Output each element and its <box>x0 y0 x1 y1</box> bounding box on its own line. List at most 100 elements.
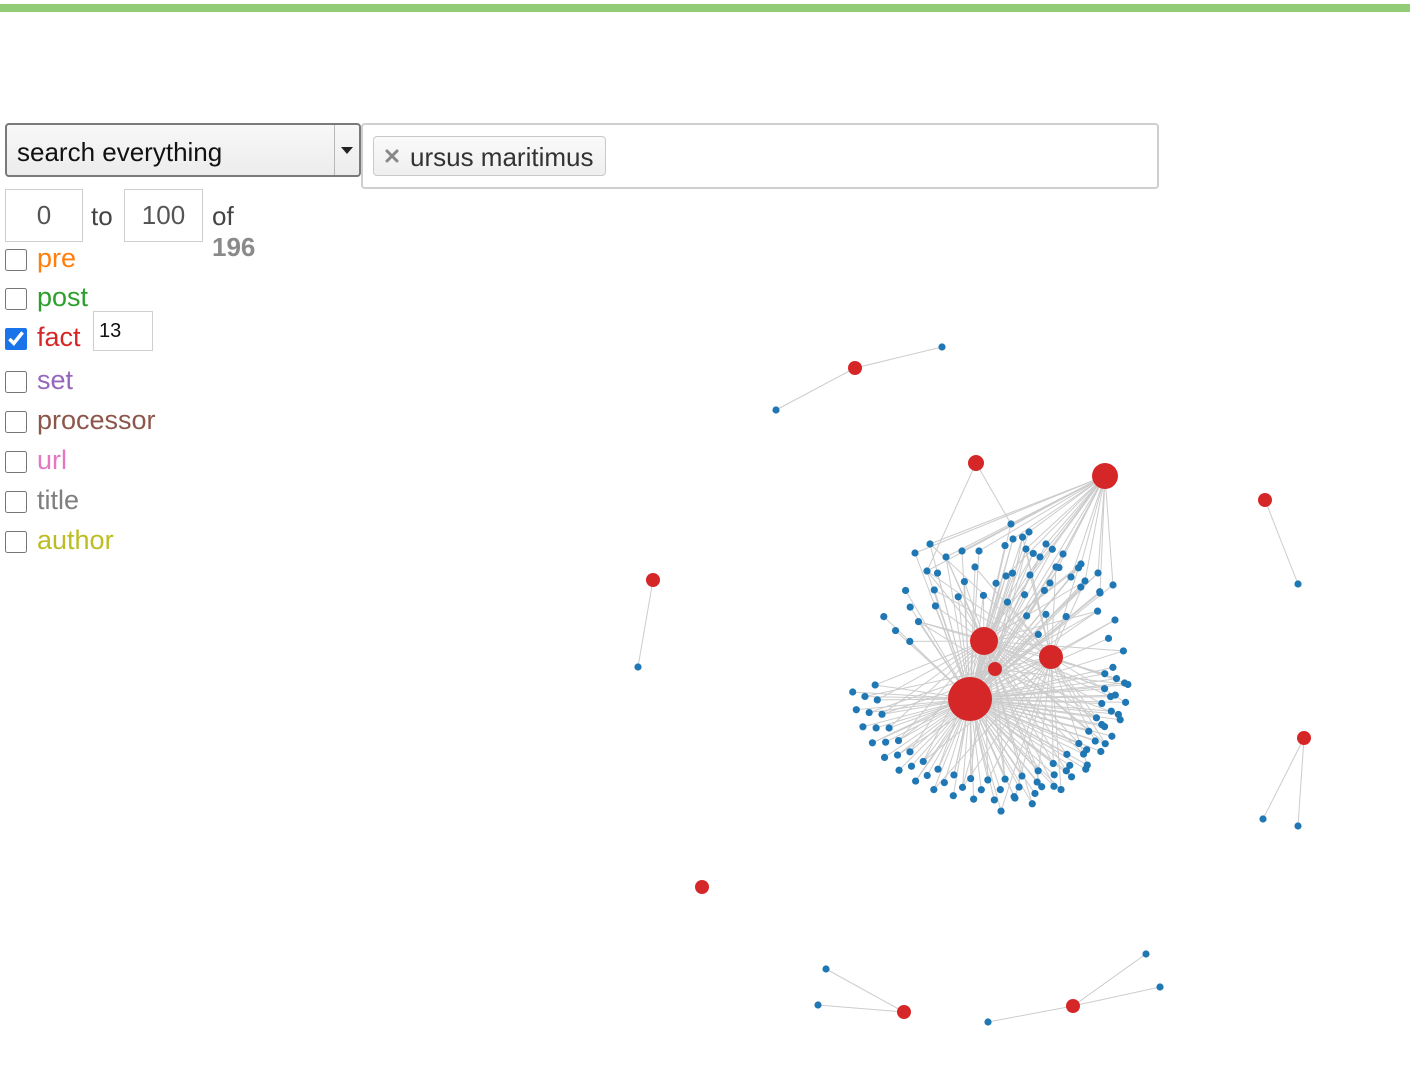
graph-node[interactable] <box>882 738 890 746</box>
graph-node[interactable] <box>931 602 940 610</box>
graph-node[interactable] <box>1142 950 1150 958</box>
graph-node[interactable] <box>872 724 880 732</box>
graph-node[interactable] <box>919 757 927 766</box>
graph-node[interactable] <box>772 406 780 414</box>
graph-node[interactable] <box>1077 560 1085 568</box>
graph-node[interactable] <box>1120 679 1129 687</box>
graph-node[interactable] <box>958 783 967 791</box>
graph-node[interactable] <box>1108 732 1116 740</box>
graph-node[interactable] <box>880 753 889 761</box>
graph-node-fact[interactable] <box>1039 645 1063 669</box>
graph-node[interactable] <box>1036 553 1044 561</box>
graph-node[interactable] <box>893 751 902 759</box>
graph-node[interactable] <box>984 1018 992 1026</box>
graph-node[interactable] <box>901 586 910 595</box>
graph-node-fact[interactable] <box>646 573 660 587</box>
graph-node[interactable] <box>934 765 942 773</box>
graph-node[interactable] <box>1001 775 1009 783</box>
graph-node[interactable] <box>996 786 1004 794</box>
graph-node[interactable] <box>814 1001 822 1009</box>
graph-node[interactable] <box>1119 647 1128 655</box>
filter-title-label[interactable]: title <box>37 485 80 515</box>
graph-node[interactable] <box>954 593 962 601</box>
graph-node[interactable] <box>1075 739 1083 748</box>
range-from-input[interactable] <box>5 189 83 242</box>
graph-node-fact[interactable] <box>848 361 862 375</box>
graph-node[interactable] <box>1066 761 1074 769</box>
graph-node[interactable] <box>1062 767 1070 775</box>
graph-node[interactable] <box>923 567 931 575</box>
graph-node[interactable] <box>849 688 857 696</box>
graph-node[interactable] <box>984 776 992 784</box>
graph-node[interactable] <box>1002 572 1010 580</box>
graph-node[interactable] <box>1091 737 1099 745</box>
filter-post-label[interactable]: post <box>37 282 89 312</box>
filter-fact-checkbox[interactable] <box>5 328 27 350</box>
graph-node[interactable] <box>1098 699 1106 708</box>
graph-node[interactable] <box>1259 815 1267 823</box>
graph-node[interactable] <box>1050 771 1058 779</box>
graph-node-fact[interactable] <box>1092 463 1118 489</box>
graph-node[interactable] <box>1094 607 1102 615</box>
graph-node[interactable] <box>906 748 914 756</box>
graph-node[interactable] <box>1003 598 1012 606</box>
range-to-input[interactable] <box>124 189 203 242</box>
graph-node[interactable] <box>1077 583 1085 591</box>
graph-node[interactable] <box>950 771 958 779</box>
graph-node[interactable] <box>1114 710 1123 719</box>
graph-node[interactable] <box>1096 589 1104 597</box>
graph-node[interactable] <box>1059 550 1067 558</box>
graph-node[interactable] <box>1104 634 1113 642</box>
graph-node[interactable] <box>894 736 903 745</box>
graph-node[interactable] <box>1082 765 1090 773</box>
graph-node-fact[interactable] <box>1258 493 1272 507</box>
graph-node[interactable] <box>861 692 869 701</box>
filter-author-checkbox[interactable] <box>5 531 27 553</box>
filter-author-label[interactable]: author <box>37 525 114 555</box>
graph-node[interactable] <box>1009 535 1017 543</box>
graph-node[interactable] <box>1121 698 1130 706</box>
graph-node[interactable] <box>1101 670 1109 678</box>
graph-node[interactable] <box>1294 822 1302 830</box>
graph-node-fact[interactable] <box>897 1005 911 1019</box>
graph-node[interactable] <box>1034 767 1042 775</box>
graph-node[interactable] <box>1010 793 1018 801</box>
filter-fact-label[interactable]: fact <box>37 322 81 352</box>
graph-node[interactable] <box>907 762 916 770</box>
graph-node[interactable] <box>1007 520 1015 528</box>
graph-node[interactable] <box>1094 569 1102 577</box>
graph-node[interactable] <box>958 547 966 555</box>
graph-node[interactable] <box>891 626 900 635</box>
graph-node[interactable] <box>1097 747 1105 756</box>
graph-node[interactable] <box>1026 571 1034 579</box>
graph-node-fact[interactable] <box>695 880 709 894</box>
graph-node[interactable] <box>940 778 948 787</box>
graph-node[interactable] <box>859 723 867 731</box>
graph-node[interactable] <box>880 613 888 621</box>
graph-node[interactable] <box>1040 586 1049 595</box>
graph-node[interactable] <box>1101 740 1109 748</box>
graph-node[interactable] <box>1042 610 1050 618</box>
graph-node[interactable] <box>865 708 873 717</box>
filter-url-checkbox[interactable] <box>5 451 27 473</box>
graph-node[interactable] <box>1067 573 1075 581</box>
graph-node[interactable] <box>1048 545 1056 553</box>
graph-node[interactable] <box>975 547 983 555</box>
graph-node[interactable] <box>871 681 879 689</box>
graph-node[interactable] <box>930 786 938 794</box>
graph-node[interactable] <box>970 795 978 803</box>
graph-node[interactable] <box>1038 783 1046 791</box>
graph-node[interactable] <box>1018 533 1027 541</box>
graph-node[interactable] <box>906 637 914 645</box>
graph-node[interactable] <box>873 696 881 704</box>
graph-node-fact[interactable] <box>970 627 998 655</box>
graph-node[interactable] <box>1001 541 1009 550</box>
graph-node[interactable] <box>923 771 931 780</box>
filter-pre-checkbox[interactable] <box>5 249 27 271</box>
graph-node[interactable] <box>878 710 886 718</box>
search-tags-input[interactable]: ursus maritimus <box>361 123 1159 189</box>
filter-title-checkbox[interactable] <box>5 491 27 513</box>
graph-node[interactable] <box>967 774 975 783</box>
filter-url-label[interactable]: url <box>37 445 68 475</box>
